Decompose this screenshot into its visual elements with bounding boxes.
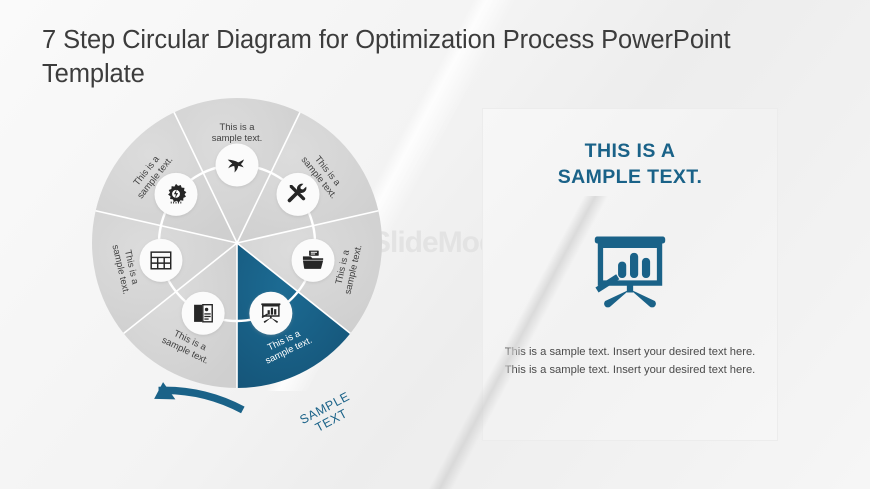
step-icon-chip[interactable] [215, 143, 259, 187]
circular-diagram-svg: This is a sample text.This is asample tex… [92, 98, 382, 439]
circular-diagram: This is a sample text. This is asample tex… [60, 88, 460, 483]
segment-divider [236, 209, 379, 244]
step-icon-chip[interactable] [249, 291, 293, 335]
diagram-wheel: This is a sample text.This is asample tex… [92, 98, 382, 388]
presentation-board-icon [586, 229, 674, 322]
step-icon-chip[interactable] [276, 172, 320, 216]
segment-divider [173, 112, 238, 244]
segment-divider [95, 209, 238, 244]
panel-heading: THIS IS A SAMPLE TEXT. [557, 140, 703, 188]
diagram-segment[interactable] [123, 243, 237, 388]
step-icon-chip[interactable] [291, 238, 335, 282]
diagram-segment[interactable] [237, 243, 351, 388]
process-direction-arrow [154, 382, 245, 414]
diagram-icon-chips [139, 143, 335, 335]
segment-divider [236, 112, 301, 244]
diagram-spokes [95, 112, 379, 388]
step-icon-chip[interactable] [154, 172, 198, 216]
segment-divider [236, 242, 351, 335]
page-title: 7 Step Circular Diagram for Optimization… [42, 26, 731, 88]
step-icon-chip[interactable] [181, 291, 225, 335]
detail-panel: THIS IS A SAMPLE TEXT. This is a sample … [482, 108, 778, 441]
step-icon-chip[interactable] [139, 238, 183, 282]
segment-divider [123, 242, 238, 335]
arrow-label-text: SAMPLETEXT [298, 389, 359, 439]
arrow-label: SAMPLETEXT [298, 389, 359, 439]
panel-body-text: This is a sample text. Insert your desir… [504, 346, 756, 377]
